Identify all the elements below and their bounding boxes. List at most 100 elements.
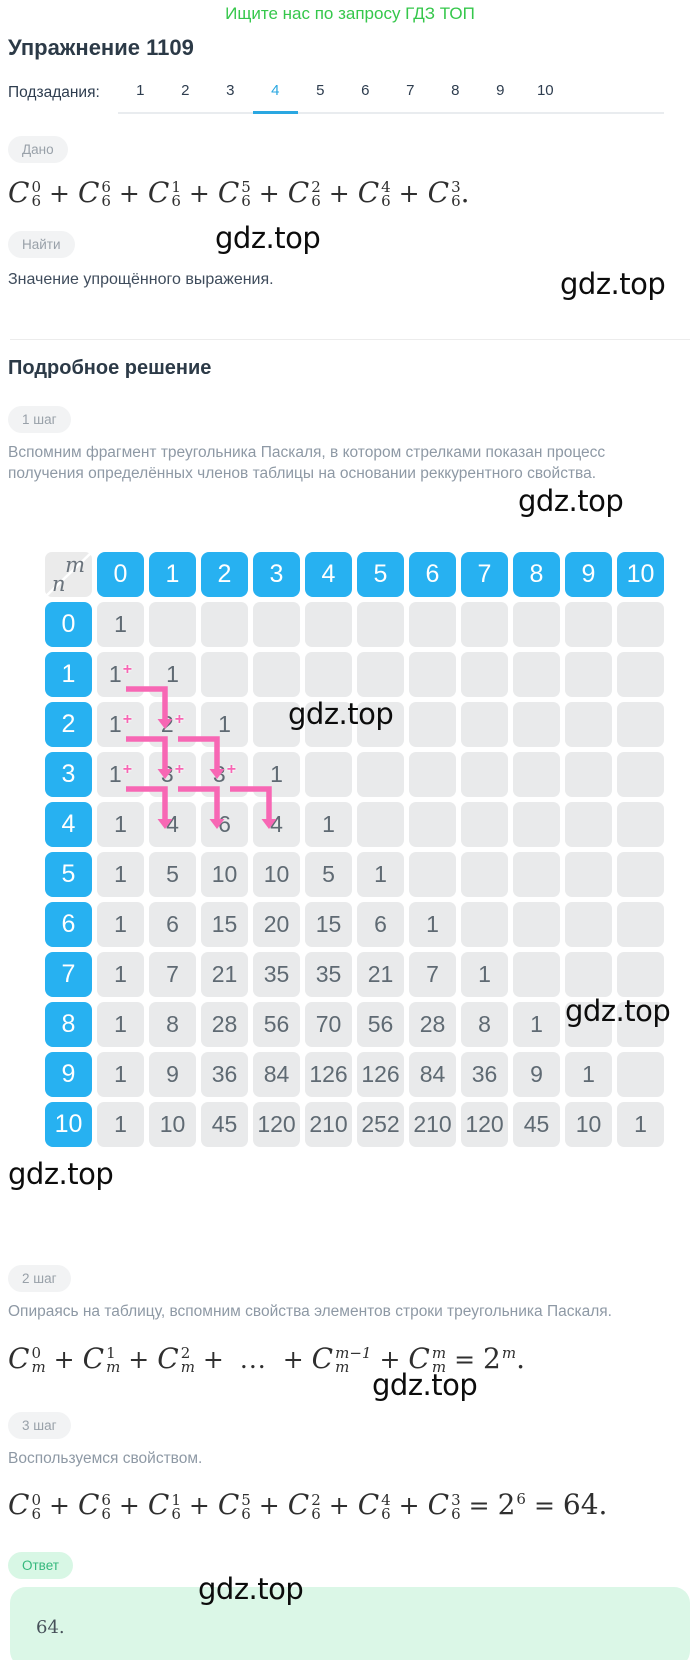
pascal-cell-7-1: 7 (149, 951, 196, 997)
pascal-cell-6-2: 15 (201, 901, 248, 947)
tab-5[interactable]: 5 (316, 82, 325, 99)
step3-badge: 3 шаг (8, 1411, 71, 1439)
pascal-cell-5-5: 1 (357, 851, 404, 897)
row-header-7: 7 (45, 951, 92, 997)
pascal-cell-0-6 (409, 601, 456, 647)
pascal-cell-9-2: 36 (201, 1051, 248, 1097)
tab-7[interactable]: 7 (406, 82, 415, 99)
pascal-cell-7-2: 21 (201, 951, 248, 997)
pascal-cell-0-1 (149, 601, 196, 647)
pascal-cell-6-0: 1 (97, 901, 144, 947)
pascal-cell-9-5: 126 (357, 1051, 404, 1097)
pascal-cell-6-9 (565, 901, 612, 947)
answer-badge: Ответ (8, 1552, 73, 1580)
pascal-cell-6-8 (513, 901, 560, 947)
pascal-cell-9-7: 36 (461, 1051, 508, 1097)
pascal-cell-3-7 (461, 751, 508, 797)
col-header-0: 0 (97, 551, 144, 597)
pascal-cell-10-0: 1 (97, 1101, 144, 1147)
pascal-cell-0-5 (357, 601, 404, 647)
pascal-cell-2-9 (565, 701, 612, 747)
pascal-cell-4-10 (617, 801, 664, 847)
pascal-cell-0-2 (201, 601, 248, 647)
tab-3[interactable]: 3 (226, 82, 235, 99)
pascal-cell-7-8 (513, 951, 560, 997)
col-header-1: 1 (149, 551, 196, 597)
col-header-3: 3 (253, 551, 300, 597)
pascal-cell-1-10 (617, 651, 664, 697)
row-header-8: 8 (45, 1001, 92, 1047)
pascal-cell-4-8 (513, 801, 560, 847)
pascal-cell-7-4: 35 (305, 951, 352, 997)
pascal-cell-6-7 (461, 901, 508, 947)
step3-formula: C 0 6 + C 6 6 + C 1 6 + C 5 6 + C 2 6 + C 4 6 + C 3 6 = 26 = 64. (8, 1488, 608, 1523)
pascal-cell-3-5 (357, 751, 404, 797)
pascal-cell-7-10 (617, 951, 664, 997)
pascal-table: m n 0 1 2 3 4 5 6 7 8 9 10 0 1 1 1 +1 2 1 +2 +1 3 1 +3 +3 +1 4 1 4 6 4 1… (45, 551, 664, 1147)
pascal-cell-8-5: 56 (357, 1001, 404, 1047)
pascal-table-wrap: m n 0 1 2 3 4 5 6 7 8 9 10 0 1 1 1 +1 2 1 +2 +1 3 1 +3 +3 +1 4 1 4 6 4 1… (45, 551, 664, 1147)
pascal-cell-4-2: 6 (201, 801, 248, 847)
pascal-cell-9-6: 84 (409, 1051, 456, 1097)
pascal-cell-8-3: 56 (253, 1001, 300, 1047)
pascal-cell-3-2: 3 + (201, 751, 248, 797)
find-badge: Найти (8, 230, 75, 258)
pascal-cell-3-3: 1 (253, 751, 300, 797)
pascal-cell-5-1: 5 (149, 851, 196, 897)
tab-10[interactable]: 10 (536, 82, 554, 99)
pascal-cell-2-2: 1 (201, 701, 248, 747)
pascal-cell-8-10 (617, 1001, 664, 1047)
col-header-2: 2 (201, 551, 248, 597)
watermark-6: gdz.top (8, 1157, 114, 1191)
pascal-cell-10-9: 10 (565, 1101, 612, 1147)
row-header-1: 1 (45, 651, 92, 697)
tab-8[interactable]: 8 (451, 82, 460, 99)
pascal-cell-4-6 (409, 801, 456, 847)
pascal-cell-3-4 (305, 751, 352, 797)
pascal-cell-0-10 (617, 601, 664, 647)
solution-title: Подробное решение (8, 356, 212, 379)
pascal-cell-0-9 (565, 601, 612, 647)
pascal-cell-7-6: 7 (409, 951, 456, 997)
pascal-cell-5-7 (461, 851, 508, 897)
row-header-2: 2 (45, 701, 92, 747)
pascal-cell-10-10: 1 (617, 1101, 664, 1147)
pascal-cell-3-0: 1 + (97, 751, 144, 797)
pascal-cell-7-7: 1 (461, 951, 508, 997)
pascal-cell-4-1: 4 (149, 801, 196, 847)
tab-4[interactable]: 4 (252, 82, 298, 114)
tab-6[interactable]: 6 (361, 82, 370, 99)
pascal-cell-8-4: 70 (305, 1001, 352, 1047)
pascal-cell-7-3: 35 (253, 951, 300, 997)
pascal-cell-9-9: 1 (565, 1051, 612, 1097)
tab-2[interactable]: 2 (181, 82, 190, 99)
pascal-cell-4-5 (357, 801, 404, 847)
section-divider (10, 338, 690, 340)
row-header-10: 10 (45, 1101, 92, 1147)
pascal-cell-2-1: 2 + (149, 701, 196, 747)
pascal-cell-6-1: 6 (149, 901, 196, 947)
pascal-cell-1-5 (357, 651, 404, 697)
pascal-cell-10-2: 45 (201, 1101, 248, 1147)
pascal-cell-0-8 (513, 601, 560, 647)
tab-1[interactable]: 1 (136, 82, 145, 99)
row-header-4: 4 (45, 801, 92, 847)
pascal-cell-10-4: 210 (305, 1101, 352, 1147)
subtasks-bar: Подзадания: 1 2 3 4 5 6 7 8 9 10 (8, 82, 664, 114)
pascal-cell-1-6 (409, 651, 456, 697)
step1-text: Вспомним фрагмент треугольника Паскаля, … (8, 443, 606, 483)
pascal-cell-6-6: 1 (409, 901, 456, 947)
tab-9[interactable]: 9 (496, 82, 505, 99)
col-header-10: 10 (617, 551, 664, 597)
step2-text: Опираясь на таблицу, вспомним свойства э… (8, 1302, 612, 1320)
pascal-cell-3-1: 3 + (149, 751, 196, 797)
pascal-cell-5-4: 5 (305, 851, 352, 897)
pascal-cell-4-9 (565, 801, 612, 847)
pascal-cell-6-10 (617, 901, 664, 947)
pascal-cell-2-3 (253, 701, 300, 747)
pascal-cell-8-8: 1 (513, 1001, 560, 1047)
pascal-cell-1-9 (565, 651, 612, 697)
given-formula: C 0 6 + C 6 6 + C 1 6 + C 5 6 + C 2 6 + C 4 6 + C 3 6. (8, 175, 470, 210)
